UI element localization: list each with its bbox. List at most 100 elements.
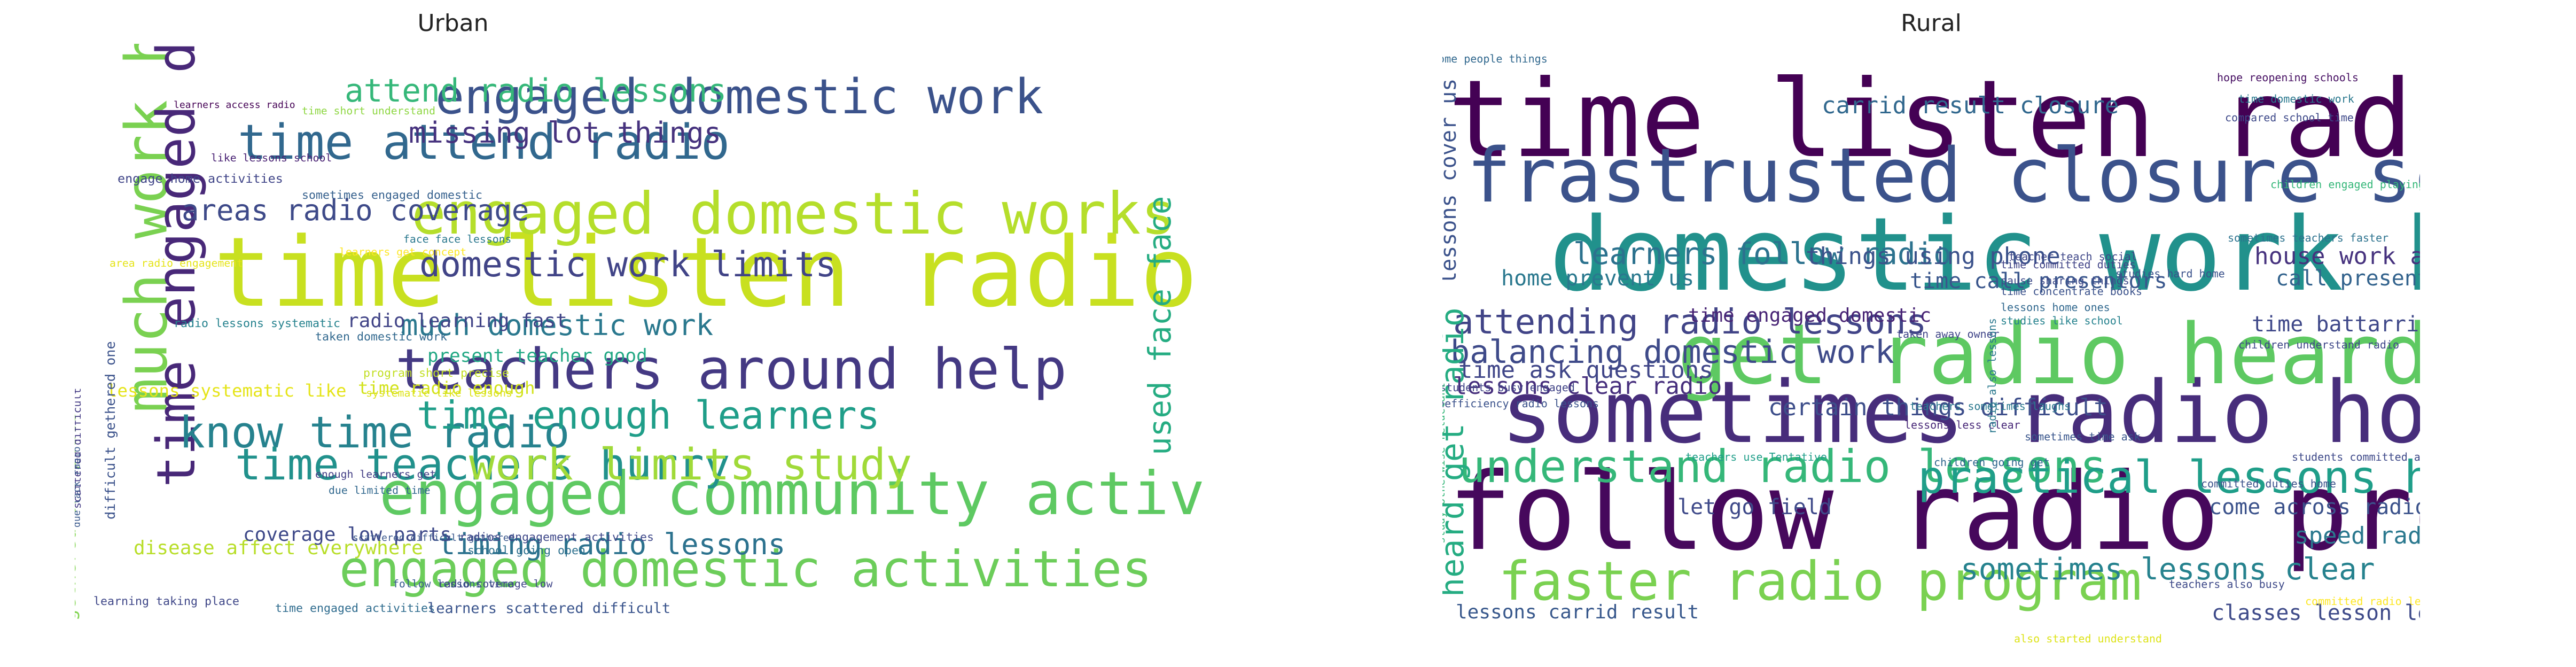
rural-word-31: home people things: [1442, 52, 1548, 65]
rural-word-51: students committed activities: [2292, 451, 2420, 463]
urban-word-23: coverage low parts: [243, 524, 451, 546]
rural-word-20: call presentors time: [2276, 266, 2420, 291]
urban-word-30: like lessons school: [211, 152, 332, 164]
urban-word-25: lessons systematic like: [107, 381, 347, 401]
rural-word-17: home prevent us: [1501, 266, 1694, 291]
rural-word-34: compared school time: [2225, 111, 2354, 124]
rural-word-25: speed radio lessons: [2294, 522, 2420, 549]
urban-word-0: time listen radio: [214, 217, 1198, 329]
urban-word-3: engaged domestic works: [411, 181, 1175, 247]
urban-word-46: time engaged activities: [275, 602, 435, 615]
urban-word-51: due lack radio: [75, 446, 82, 528]
rural-word-10: balancing domestic work: [1450, 334, 1894, 371]
urban-word-38: program short precise: [363, 367, 509, 380]
urban-word-4: much work home: [113, 44, 180, 413]
rural-word-cloud: time listen radio follow radio program dom…: [1442, 44, 2420, 642]
rural-word-56: committed radio lessons: [2305, 595, 2420, 608]
rural-word-27: come across radio: [2209, 495, 2420, 519]
urban-word-50: scattered difficult: [75, 388, 83, 509]
rural-word-21: time ask questions: [1458, 356, 1713, 384]
rural-word-36: teacher teach social: [2009, 250, 2137, 263]
rural-word-18: time call presentors: [1910, 269, 2167, 293]
urban-word-16: areas radio coverage: [182, 193, 529, 227]
urban-word-24: time radio enough: [358, 378, 535, 398]
urban-word-31: radio lessons systematic: [174, 317, 340, 330]
rural-word-35: children engaged playing: [2270, 178, 2420, 191]
rural-word-41: time concentrate books: [2001, 285, 2142, 298]
rural-word-6: faster radio program: [1498, 550, 2142, 612]
panel-title-rural: Rural: [1901, 10, 1962, 37]
rural-word-45: children understand radio: [2238, 338, 2399, 351]
urban-word-33: learners access radio: [174, 99, 295, 111]
urban-word-10: time teachers hurry: [235, 440, 730, 490]
rural-word-50: sometimes time ask: [2025, 430, 2141, 443]
urban-word-21: present teacher good: [427, 345, 647, 367]
urban-word-40: enough learners get: [315, 468, 436, 480]
rural-word-26: let go field: [1677, 495, 1832, 519]
rural-word-44: taken away owner: [1896, 328, 2000, 340]
rural-word-22: lessons clear radio: [1453, 373, 1722, 400]
urban-word-34: time short understand: [302, 105, 435, 117]
rural-word-61: radio also lessons: [1986, 318, 1999, 434]
rural-word-1: follow radio program: [1448, 450, 2420, 575]
urban-word-32: taken domestic work: [315, 330, 447, 344]
rural-word-40: pause sharing things: [2001, 274, 2129, 287]
rural-word-53: children going get: [1934, 456, 2050, 469]
rural-word-57: also started understand: [2014, 632, 2162, 642]
rural-word-7: understand radio lessons: [1458, 440, 2107, 493]
rural-word-47: inefficiency radio lessons: [1442, 397, 1599, 410]
rural-word-24: time battarries disturbed: [2252, 312, 2420, 337]
urban-word-8: time attend radio: [238, 114, 730, 170]
rural-word-28: lessons carrid result: [1456, 601, 1699, 623]
urban-word-42: scattered difficult gethered: [353, 532, 514, 544]
urban-word-45: learning taking place: [93, 595, 239, 608]
rural-word-48: teachers sometimes laughs: [1910, 400, 2071, 413]
urban-word-cloud-canvas: time listen radio engaged community activ…: [75, 44, 1202, 621]
urban-word-9: know time radio: [179, 408, 570, 458]
rural-word-19: house work allowed: [2254, 243, 2420, 270]
urban-word-29: engage home activities: [118, 171, 283, 186]
rural-word-32: hope reopening schools: [2217, 71, 2359, 84]
urban-word-19: used face face: [1142, 196, 1178, 455]
rural-word-42: lessons home ones: [2001, 301, 2110, 314]
urban-word-12: time enough learners: [417, 393, 880, 438]
urban-word-41: due limited time: [329, 484, 431, 497]
rural-word-16: things using phone: [1806, 243, 2060, 270]
urban-word-13: domestic work limits: [419, 245, 836, 285]
rural-word-15: carrid result closure: [1822, 92, 2119, 119]
urban-word-14: attend radio lessons: [345, 73, 727, 110]
urban-word-7: engaged domestic work: [435, 69, 1043, 125]
rural-word-23: certain things difficult: [1768, 394, 2108, 421]
urban-word-39: systematic like lessons: [366, 387, 512, 399]
rural-word-49: lessons less clear: [1904, 418, 2020, 431]
rural-word-43: studies like school: [2001, 314, 2123, 327]
rural-word-cloud-canvas: time listen radio follow radio program dom…: [1442, 52, 2420, 642]
urban-word-48: follow lessons time: [393, 578, 513, 590]
rural-word-39: time committed duties: [2001, 258, 2136, 271]
rural-word-2: domestic work home: [1549, 196, 2420, 314]
rural-word-46: students busy engaged: [1442, 381, 1575, 394]
rural-word-0: time listen radio: [1448, 57, 2420, 182]
rural-word-5: get radio heard: [1677, 306, 2420, 403]
rural-word-13: heard get radio: [1442, 307, 1471, 597]
rural-word-8: practical lessons home: [1918, 451, 2420, 503]
rural-word-3: sometimes radio home: [1501, 362, 2420, 462]
rural-word-33: time domestic work: [2238, 92, 2354, 105]
rural-word-60: study otherwise reluctant: [1442, 383, 1447, 544]
urban-word-26: gethered one place: [75, 413, 80, 621]
urban-word-36: learners get concept: [339, 246, 466, 258]
urban-word-20: radio learning fast: [347, 310, 567, 332]
panel-title-urban: Urban: [417, 10, 489, 37]
urban-word-6: engaged domestic activities: [339, 540, 1152, 599]
urban-word-1: engaged community activities: [379, 459, 1202, 529]
urban-word-18: timing radio lessons: [438, 528, 785, 561]
rural-word-14: lessons cover us: [1442, 79, 1461, 284]
rural-word-52: teachers use Tentative: [1685, 451, 1827, 463]
urban-word-2: teachers around help: [395, 337, 1067, 402]
urban-word-43: radios engagement activities: [459, 531, 654, 544]
rural-word-9: attending radio lessons: [1453, 303, 1926, 342]
urban-word-44: school going open: [467, 544, 586, 557]
urban-word-47: learners scattered difficult: [427, 600, 670, 617]
rural-word-4: frastrusted closure schools: [1466, 133, 2420, 220]
urban-word-11: work limits study: [469, 440, 912, 490]
